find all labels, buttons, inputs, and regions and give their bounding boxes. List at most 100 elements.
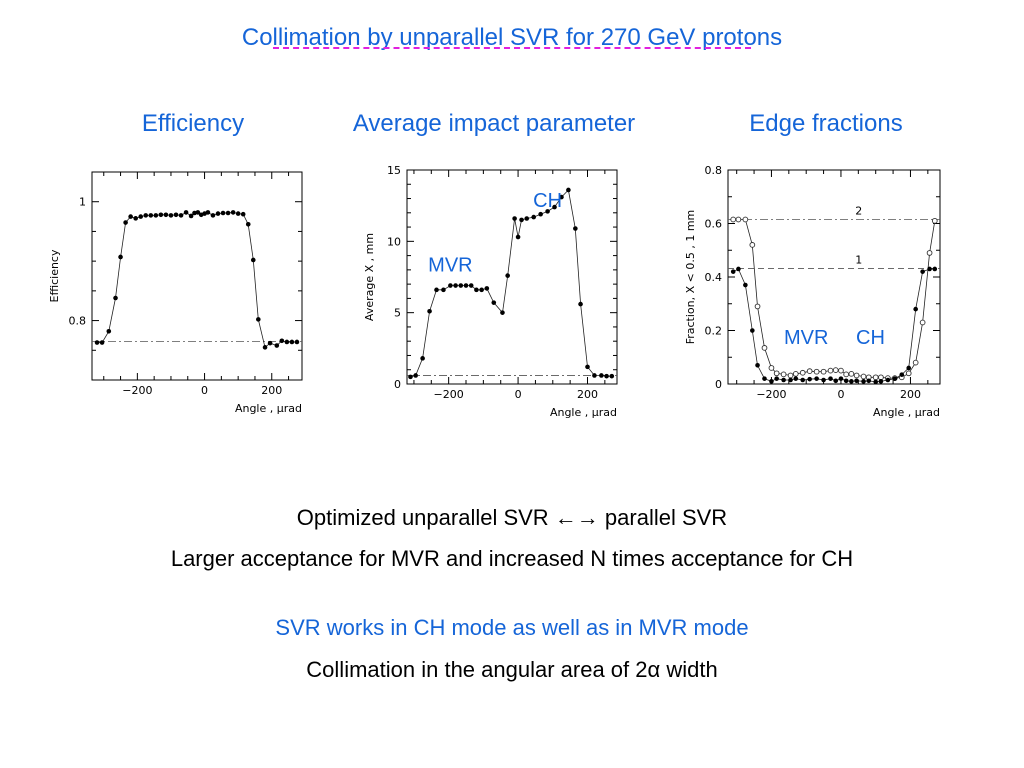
data-point xyxy=(153,213,159,218)
data-point xyxy=(552,204,557,210)
data-point xyxy=(240,211,246,217)
data-point xyxy=(793,376,799,381)
data-point xyxy=(730,269,736,274)
plot-frame xyxy=(406,169,618,385)
data-point xyxy=(832,367,839,373)
data-point xyxy=(118,254,123,260)
x-tick-label: 200 xyxy=(577,388,598,401)
y-axis-label: Average X , mm xyxy=(363,233,376,321)
y-tick-label: 0.8 xyxy=(705,164,723,177)
data-point xyxy=(578,301,583,307)
chart-annotation: MVR xyxy=(784,327,828,349)
data-point xyxy=(774,376,779,381)
data-point xyxy=(215,211,221,216)
edge-fractions-chart: −200 0 200 0 0.2 0.4 0.6 0.8 Angle , μrad Fractio… xyxy=(684,164,941,419)
data-point xyxy=(807,376,812,382)
data-point xyxy=(927,266,932,272)
data-point xyxy=(512,216,517,221)
x-tick-label: 0 xyxy=(837,388,844,401)
data-point xyxy=(262,345,268,350)
data-point xyxy=(788,377,793,383)
y-axis-label: Fraction, X < 0.5 , 1 mm xyxy=(684,210,697,345)
data-point xyxy=(531,214,536,220)
data-point xyxy=(749,242,756,248)
data-point xyxy=(853,372,860,379)
data-point xyxy=(813,368,820,375)
data-point xyxy=(750,328,755,333)
data-point xyxy=(833,378,839,384)
data-point xyxy=(289,339,295,345)
data-point xyxy=(736,266,741,272)
data-point xyxy=(878,379,884,384)
data-point xyxy=(163,212,169,218)
mode-line: SVR works in CH mode as well as in MVR m… xyxy=(275,615,749,640)
data-point xyxy=(780,371,787,378)
data-point xyxy=(730,216,737,223)
y-tick-label: 0.8 xyxy=(69,315,87,328)
y-tick-label: 0.6 xyxy=(705,218,723,231)
data-point xyxy=(761,345,768,351)
title-underline xyxy=(273,47,751,49)
data-point xyxy=(505,273,510,278)
series-line xyxy=(97,211,297,349)
acceptance-line: Larger acceptance for MVR and increased … xyxy=(170,546,854,571)
data-point xyxy=(178,213,184,218)
data-point xyxy=(128,214,133,219)
data-point xyxy=(427,308,432,314)
data-point xyxy=(468,283,474,288)
data-point xyxy=(463,283,469,288)
data-point xyxy=(769,379,774,384)
x-tick-label: 200 xyxy=(261,384,282,397)
data-point xyxy=(519,217,524,223)
plot-frame xyxy=(91,171,303,381)
data-point xyxy=(743,282,748,288)
data-point xyxy=(573,226,578,231)
data-point xyxy=(609,373,615,379)
data-point xyxy=(905,370,912,377)
series-line xyxy=(733,268,935,383)
data-point xyxy=(926,250,933,256)
comparison-line: Optimized unparallel SVR ←→ parallel SVR xyxy=(296,505,728,530)
data-point xyxy=(479,287,484,293)
x-axis-label: Angle , μrad xyxy=(235,402,302,415)
x-tick-label: −200 xyxy=(756,388,786,401)
data-point xyxy=(106,328,112,334)
data-point xyxy=(148,213,154,218)
y-tick-label: 0.2 xyxy=(705,325,723,338)
data-point xyxy=(99,340,105,345)
data-point xyxy=(849,379,854,384)
data-point xyxy=(843,378,849,384)
data-point xyxy=(256,317,261,322)
data-point xyxy=(755,362,760,368)
x-axis-label: Angle , μrad xyxy=(873,406,940,419)
x-axis-label: Angle , μrad xyxy=(550,406,617,419)
data-point xyxy=(453,283,458,288)
data-point xyxy=(906,365,912,371)
data-point xyxy=(768,365,775,371)
data-point xyxy=(787,372,794,379)
plot-frame xyxy=(727,169,941,385)
data-point xyxy=(413,373,418,378)
data-point xyxy=(773,370,780,377)
data-point xyxy=(408,374,413,380)
data-point xyxy=(250,257,256,263)
data-point xyxy=(545,209,550,214)
data-point xyxy=(913,306,918,312)
data-point xyxy=(892,376,898,381)
reference-line-label: 2 xyxy=(855,204,862,217)
data-point xyxy=(872,374,879,381)
data-point xyxy=(860,373,867,380)
reference-line-label: 1 xyxy=(855,253,862,266)
data-point xyxy=(814,376,819,381)
y-tick-label: 15 xyxy=(387,164,401,177)
data-point xyxy=(931,217,938,224)
data-point xyxy=(781,377,786,383)
data-point xyxy=(484,286,490,291)
series-line xyxy=(733,219,936,379)
series-line xyxy=(410,189,612,378)
data-point xyxy=(754,303,761,310)
x-tick-label: 200 xyxy=(900,388,921,401)
data-point xyxy=(524,216,530,221)
slide-title: Collimation by unparallel SVR for 270 Ge… xyxy=(241,24,783,51)
data-point xyxy=(912,359,919,366)
